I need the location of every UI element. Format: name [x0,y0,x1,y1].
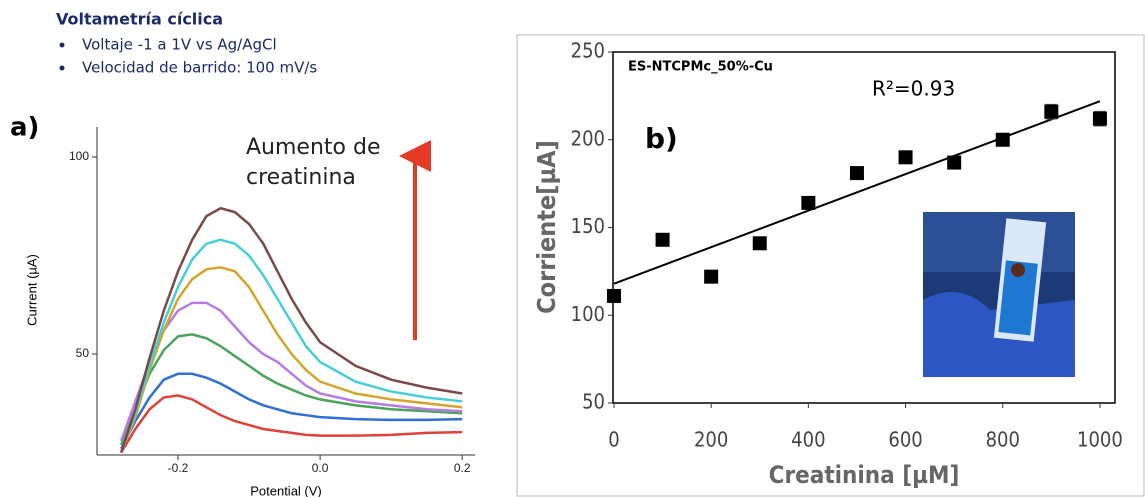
x-axis-label: Creatinina [µM] [769,461,960,489]
point [995,132,1010,147]
x-tick-label: 400 [791,428,825,452]
x-axis-label: Potential (V) [250,483,322,497]
y-tick-label: 200 [571,126,605,150]
y-tick-label: 100 [571,302,605,326]
x-tick-label: 0.2 [454,461,471,475]
x-tick-label: -0.2 [168,461,189,475]
point [1044,104,1059,119]
point [1092,111,1107,126]
point [947,155,962,170]
panel-label: b) [645,122,678,155]
curve [119,238,463,454]
annotation: Aumento de [246,135,380,160]
curve [120,394,463,454]
bullet: Voltaje -1 a 1V vs Ag/AgCl [82,36,277,54]
bullet: Velocidad de barrido: 100 mV/s [82,59,317,77]
x-tick-label: 600 [888,428,922,452]
point [752,236,767,251]
x-tick-label: 0 [608,428,619,452]
point [704,269,719,284]
header-title: Voltametría cíclica [56,10,223,29]
series-group [119,206,463,454]
panel-label: a) [10,113,39,143]
point [606,288,621,303]
curve [120,372,463,450]
trend-line [613,100,1101,285]
x-tick-label: 1000 [1077,428,1123,452]
bullet-dot [59,65,65,71]
y-tick-label: 50 [76,346,90,360]
curve [119,266,463,454]
annotation: R²=0.93 [872,77,955,101]
curve [119,206,463,454]
point [898,150,913,165]
y-tick-label: 250 [571,39,605,63]
chart-b-border [516,34,1145,497]
x-tick-label: 200 [694,428,728,452]
point [849,166,864,181]
annotation: creatinina [246,165,356,190]
curve [119,333,463,446]
point [655,232,670,247]
x-tick-label: 800 [986,428,1020,452]
y-tick-label: 100 [69,149,89,163]
y-tick-label: 50 [582,390,605,414]
point [801,195,816,210]
x-tick-label: 0.0 [312,461,329,475]
y-axis-label: Corriente[µA] [532,140,561,314]
chart-title: ES-NTCPMc_50%-Cu [628,60,773,75]
photo [923,212,1075,377]
bullet-dot [59,42,65,48]
y-tick-label: 150 [571,214,605,238]
y-axis-label: Current (µA) [24,254,39,326]
